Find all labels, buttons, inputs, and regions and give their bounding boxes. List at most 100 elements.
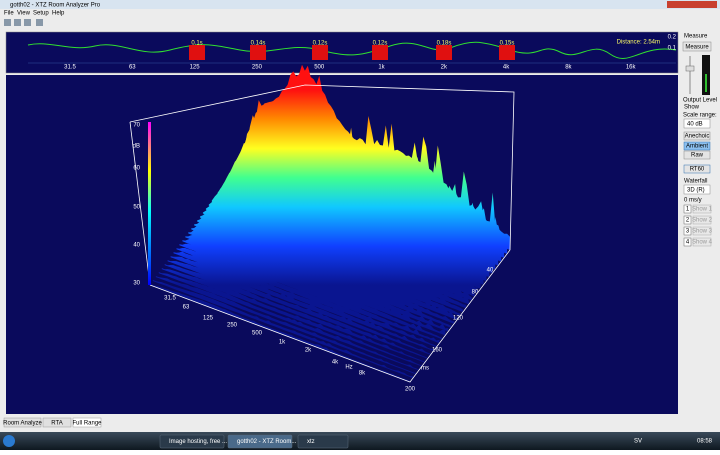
distance-label: Distance: 2.54m <box>617 40 660 46</box>
z-axis-label: 40 <box>133 243 140 249</box>
waterfall-slice <box>164 264 425 363</box>
overview-freq-label: 16k <box>626 65 637 71</box>
panel-label: Output Level <box>683 98 717 104</box>
box-edge <box>129 84 515 251</box>
show-button[interactable] <box>692 204 712 214</box>
show-number[interactable] <box>683 215 692 225</box>
title-bar <box>0 0 720 9</box>
mode-button[interactable] <box>683 150 711 160</box>
decay-label: 0.15s <box>500 41 515 47</box>
show-button-label: Show 3 <box>692 229 713 235</box>
freq-axis-label: 2k <box>305 348 312 354</box>
overview-scale: 0.2 <box>668 35 677 41</box>
freq-axis-label: 500 <box>252 331 263 337</box>
taskbar-button[interactable] <box>159 434 225 449</box>
tab-bar: Room Analyze RTA Full Range <box>3 417 102 428</box>
freq-axis-label: 8k <box>359 371 366 377</box>
taskbar-label: Image hosting, free ... <box>169 439 227 445</box>
taskbar <box>0 432 720 450</box>
button-label: RT60 <box>690 167 705 173</box>
show-button[interactable] <box>692 226 712 236</box>
z-axis-label: 60 <box>133 166 140 172</box>
overview-freq-label: 4k <box>503 65 510 71</box>
waterfall-slice <box>158 272 419 371</box>
freq-axis-label: 250 <box>227 323 238 329</box>
mode-button[interactable] <box>683 141 711 151</box>
show-button[interactable] <box>692 215 712 225</box>
time-axis-label: 40 <box>487 268 494 274</box>
start-button[interactable] <box>3 435 15 447</box>
measure-button[interactable] <box>682 41 712 52</box>
mode-button[interactable] <box>683 131 711 141</box>
tool-icon[interactable] <box>14 19 21 26</box>
overview-freq-label: 8k <box>565 65 572 71</box>
button-label: Raw <box>691 153 704 159</box>
menu-item[interactable]: Setup <box>33 11 49 17</box>
tab[interactable] <box>72 417 102 428</box>
overview-freq-label: 250 <box>252 65 263 71</box>
overview-panel <box>5 31 679 74</box>
waterfall-slice <box>161 268 422 367</box>
taskbar-button[interactable] <box>227 434 293 449</box>
menu-item[interactable]: Help <box>52 11 65 17</box>
menu-item[interactable]: View <box>17 11 31 17</box>
taskbar-button[interactable] <box>297 434 349 449</box>
scale-select[interactable] <box>683 118 711 129</box>
waterfall-slice <box>152 280 413 379</box>
freq-axis-label: 125 <box>203 316 214 322</box>
decay-label: 0.1s <box>191 41 202 47</box>
taskbar-label: gotth02 - XTZ Room... <box>237 439 297 445</box>
panel-label: Show <box>684 105 700 111</box>
time-axis-label: 80 <box>472 290 479 296</box>
show-button[interactable] <box>692 237 712 247</box>
z-colorbar <box>148 122 151 285</box>
freq-axis-label: 31.5 <box>164 296 176 302</box>
overview-freq-label: 1k <box>378 65 385 71</box>
decay-label: 0.12s <box>313 41 328 47</box>
button-label: Anechoic <box>685 134 710 140</box>
level-slider[interactable] <box>685 65 695 72</box>
z-axis-label: 30 <box>133 281 140 287</box>
time-axis-label: ms <box>421 366 429 372</box>
window-controls[interactable] <box>667 1 717 8</box>
show-number[interactable] <box>683 237 692 247</box>
panel-label: 0 ms/y <box>684 198 702 204</box>
tab[interactable] <box>3 417 42 428</box>
decay-bar <box>436 45 452 60</box>
freq-axis-label: 63 <box>183 305 190 311</box>
show-number[interactable] <box>683 204 692 214</box>
waterfall-select[interactable] <box>683 184 711 195</box>
button-label: Measure <box>685 45 709 51</box>
z-axis-labels: 70 dB 60 50 40 30 <box>133 123 141 287</box>
decay-bar <box>250 45 266 60</box>
decay-bar <box>312 45 328 60</box>
menu-bar: File View Setup Help <box>4 11 65 17</box>
select-value: 40 dB <box>687 122 703 128</box>
menu-item[interactable]: File <box>4 11 14 17</box>
tool-icon[interactable] <box>4 19 11 26</box>
time-axis-labels: 40 80 120 160 ms 200 <box>405 268 494 393</box>
z-axis-label: dB <box>133 144 140 150</box>
select-value: 3D (R) <box>687 188 705 194</box>
freq-axis-label: Hz <box>345 365 352 371</box>
decay-bar <box>189 45 205 60</box>
toolbar <box>4 19 43 26</box>
decay-bar <box>372 45 388 60</box>
overview-freq-label: 31.5 <box>64 65 76 71</box>
show-number-label: 3 <box>686 229 690 235</box>
show-button-label: Show 4 <box>692 240 713 246</box>
show-rows: 1 Show 12 Show 23 Show 34 Show 4 <box>683 204 713 247</box>
show-number[interactable] <box>683 226 692 236</box>
box-edge <box>149 249 511 383</box>
tool-icon[interactable] <box>36 19 43 26</box>
show-number-label: 4 <box>686 240 690 246</box>
panel-label: Waterfall <box>684 179 707 185</box>
button-label: Ambient <box>686 144 708 150</box>
tab-label: RTA <box>51 421 62 427</box>
tab[interactable] <box>42 417 72 428</box>
clock: 08:58 <box>697 439 713 445</box>
time-axis-label: 160 <box>432 348 443 354</box>
tool-icon[interactable] <box>24 19 31 26</box>
decay-label: 0.18s <box>437 41 452 47</box>
rt60-button[interactable] <box>683 164 711 174</box>
